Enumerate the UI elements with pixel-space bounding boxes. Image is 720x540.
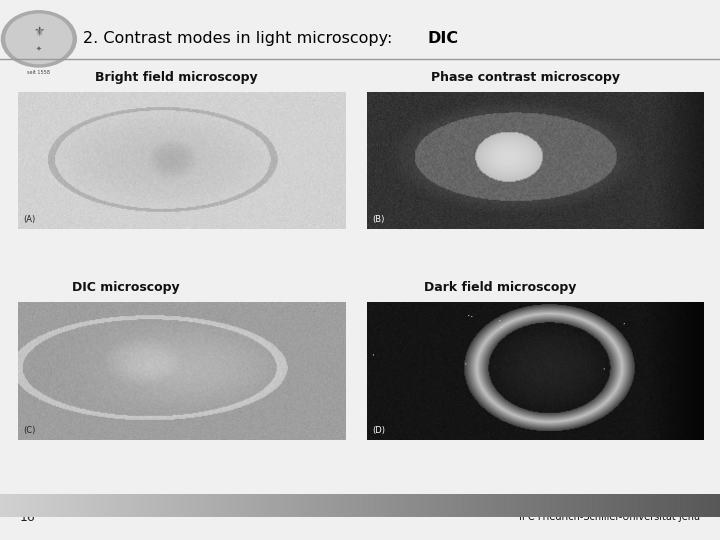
Text: (B): (B) bbox=[372, 215, 384, 224]
Text: 2. Contrast modes in light microscopy:: 2. Contrast modes in light microscopy: bbox=[83, 31, 397, 46]
Text: DIC: DIC bbox=[428, 31, 459, 46]
Circle shape bbox=[1, 11, 76, 67]
Text: (A): (A) bbox=[23, 215, 35, 224]
Text: IPC Friedrich-Schiller-Universität Jena: IPC Friedrich-Schiller-Universität Jena bbox=[519, 512, 700, 522]
Text: ✦: ✦ bbox=[36, 45, 42, 52]
Text: DIC microscopy: DIC microscopy bbox=[72, 281, 180, 294]
Text: Dark field microscopy: Dark field microscopy bbox=[424, 281, 577, 294]
Text: (D): (D) bbox=[372, 426, 385, 435]
Text: ⚜: ⚜ bbox=[33, 26, 45, 39]
Text: Phase contrast microscopy: Phase contrast microscopy bbox=[431, 71, 620, 84]
Text: (C): (C) bbox=[23, 426, 35, 435]
Text: seit 1558: seit 1558 bbox=[27, 70, 50, 75]
Text: 16: 16 bbox=[20, 511, 36, 524]
Text: Bright field microscopy: Bright field microscopy bbox=[95, 71, 258, 84]
Circle shape bbox=[6, 14, 72, 64]
